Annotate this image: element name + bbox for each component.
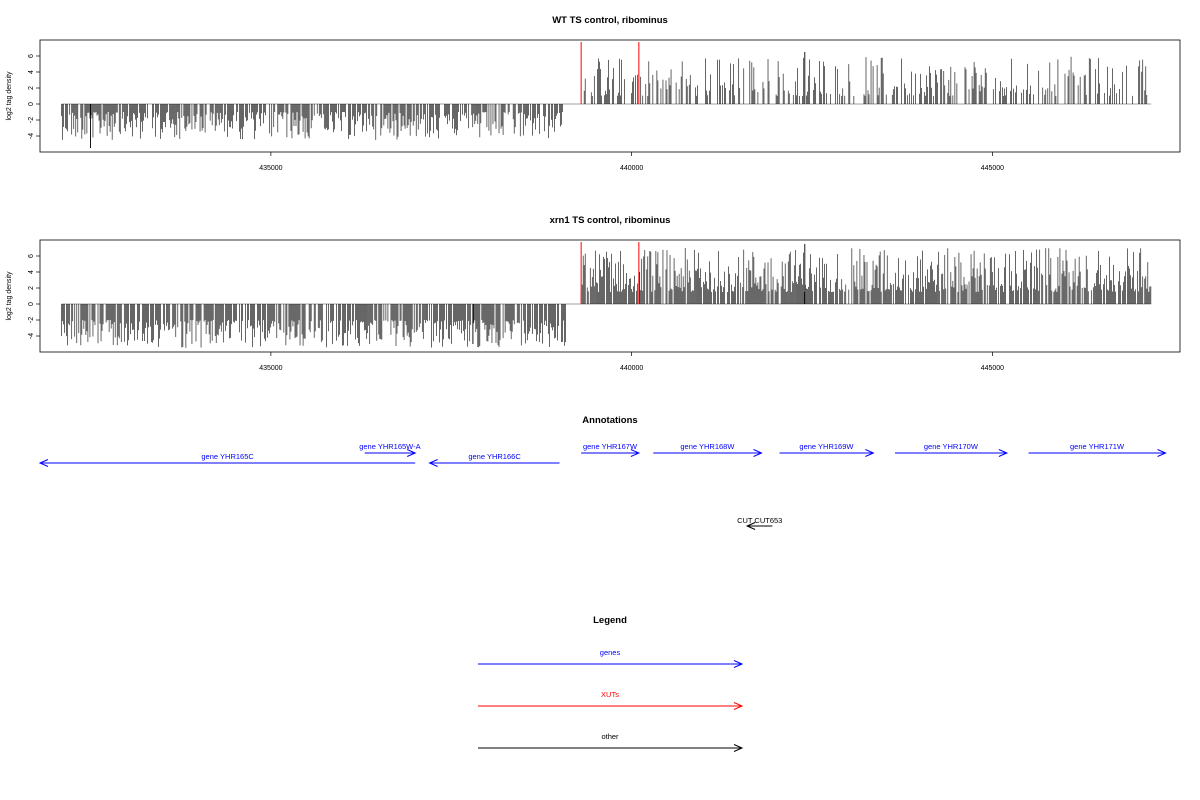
- x-tick-label: 435000: [259, 165, 282, 172]
- y-tick-label: 4: [28, 270, 35, 274]
- gene-label: gene YHR167W: [583, 442, 638, 451]
- legend-label: genes: [600, 648, 621, 657]
- other-arrow: [745, 522, 773, 530]
- x-tick-label: 435000: [259, 365, 282, 372]
- legend-arrow: [478, 660, 744, 668]
- y-tick-label: 6: [28, 254, 35, 258]
- y-tick-label: 0: [28, 302, 35, 306]
- gene-label: gene YHR169W: [799, 442, 854, 451]
- y-tick-label: 0: [28, 102, 35, 106]
- panel-xrn1-y-axis: -4 -2 0 2 4 6: [28, 254, 40, 339]
- other-label: CUT CUT653: [737, 516, 782, 525]
- y-tick-label: -4: [28, 333, 35, 339]
- annotation-genes: gene YHR165C gene YHR165W-A gene YHR166C ge…: [38, 442, 1167, 467]
- panel-xrn1-frame: [39, 239, 1181, 353]
- panel-wt-ylabel: log2 tag density: [6, 71, 13, 121]
- y-tick-label: 6: [28, 54, 35, 58]
- gene-label: gene YHR166C: [468, 452, 521, 461]
- panel-xrn1-title: xrn1 TS control, ribominus: [550, 215, 671, 226]
- panel-wt: WT TS control, ribominus -4 -2 0 2 4 6 log2 t…: [6, 15, 1181, 172]
- panel-wt-x-axis: 435000 440000 445000: [259, 152, 1004, 172]
- gene-arrow: [653, 449, 763, 457]
- panel-wt-title: WT TS control, ribominus: [552, 15, 668, 26]
- legend: Legend genes XUTs other: [478, 615, 744, 752]
- x-tick-label: 440000: [620, 165, 643, 172]
- x-tick-label: 440000: [620, 365, 643, 372]
- legend-arrow: [478, 702, 744, 710]
- gene-label: gene YHR170W: [924, 442, 979, 451]
- panel-xrn1: xrn1 TS control, ribominus -4 -2 0 2 4 6 log2…: [6, 215, 1181, 372]
- gene-arrow: [581, 449, 641, 457]
- panel-wt-y-axis: -4 -2 0 2 4 6: [28, 54, 40, 139]
- panel-xrn1-ylabel: log2 tag density: [6, 271, 13, 321]
- gene-label: gene YHR165W-A: [359, 442, 420, 451]
- x-tick-label: 445000: [981, 365, 1004, 372]
- gene-label: gene YHR168W: [680, 442, 735, 451]
- y-tick-label: 2: [28, 286, 35, 290]
- legend-label: other: [601, 732, 619, 741]
- y-tick-label: -2: [28, 317, 35, 323]
- y-tick-label: 4: [28, 70, 35, 74]
- panel-xrn1-bars: [61, 242, 1152, 348]
- y-tick-label: -4: [28, 133, 35, 139]
- gene-arrow: [1028, 449, 1167, 457]
- panel-xrn1-x-axis: 435000 440000 445000: [259, 352, 1004, 372]
- annotation-other: CUT CUT653: [737, 516, 782, 530]
- legend-title: Legend: [593, 615, 627, 626]
- gene-label: gene YHR165C: [201, 452, 254, 461]
- gene-arrow: [779, 449, 875, 457]
- panel-wt-bars: [61, 42, 1152, 148]
- x-tick-label: 445000: [981, 165, 1004, 172]
- annotations-title: Annotations: [582, 415, 637, 426]
- panel-wt-frame: [39, 39, 1181, 153]
- legend-items: genes XUTs other: [478, 648, 744, 752]
- gene-label: gene YHR171W: [1070, 442, 1125, 451]
- legend-arrow: [478, 744, 744, 752]
- gene-arrow: [38, 459, 416, 467]
- gene-arrow: [428, 459, 560, 467]
- y-tick-label: 2: [28, 86, 35, 90]
- gene-arrow: [364, 449, 417, 457]
- gene-arrow: [895, 449, 1009, 457]
- y-tick-label: -2: [28, 117, 35, 123]
- legend-label: XUTs: [601, 690, 619, 699]
